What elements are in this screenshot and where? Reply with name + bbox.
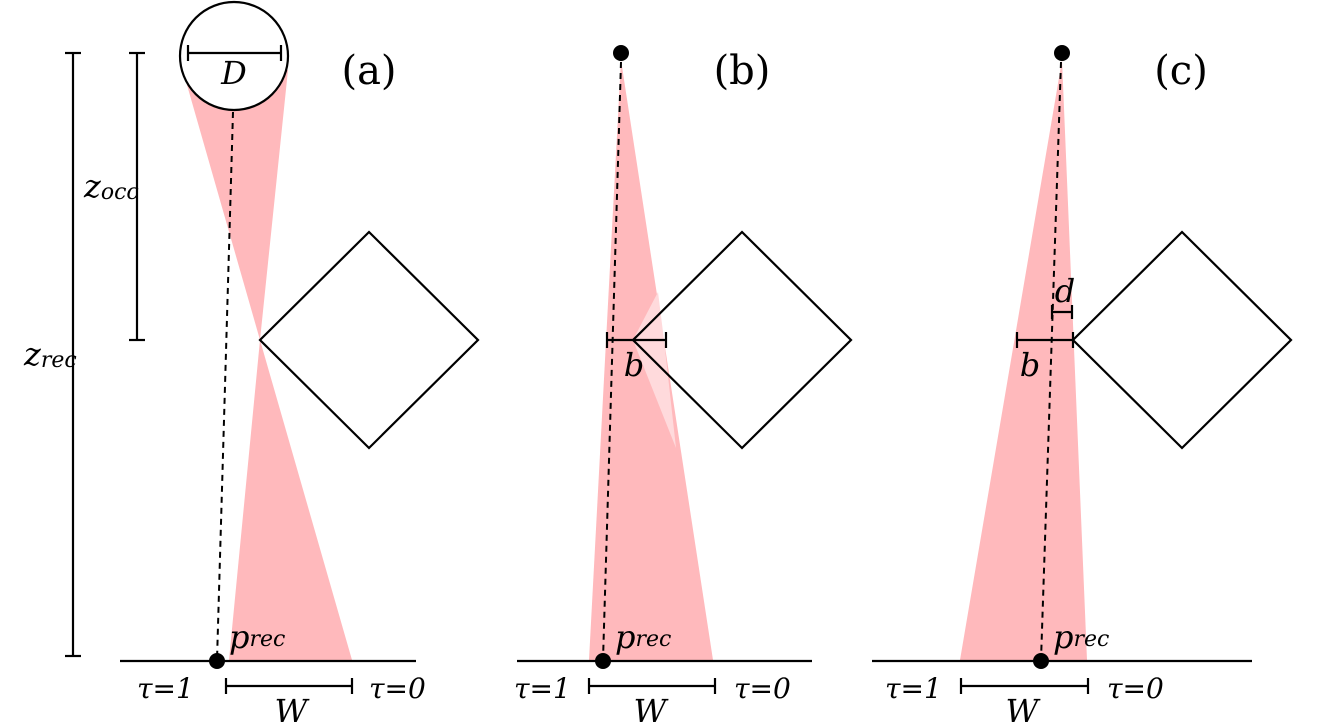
blocker-width-bar: [1015, 332, 1075, 348]
point-light-source: [613, 45, 629, 61]
tau-0-label: τ=0: [1107, 672, 1164, 705]
panel-label: (a): [341, 48, 396, 94]
panel-a: D prec τ=1 τ=0 W (a): [120, 0, 480, 728]
occluder: [1071, 230, 1293, 450]
receiver-point-label: prec: [615, 618, 671, 656]
occluder: [258, 230, 480, 450]
z-rec-dimension: [65, 51, 81, 658]
source-diameter-bar: [186, 45, 283, 61]
blocker-width-bar: [605, 332, 668, 348]
blocker-width-label: b: [1020, 346, 1040, 384]
width-bar: [224, 678, 354, 694]
occluder: [631, 230, 853, 450]
receiver-point: [1033, 653, 1049, 669]
tau-1-label: τ=1: [885, 672, 942, 705]
width-bar: [959, 678, 1090, 694]
width-label: W: [275, 692, 311, 728]
receiver-point: [595, 653, 611, 669]
panel-b: b prec τ=1 τ=0 W (b): [514, 45, 853, 728]
z-occ-label: zocc: [83, 167, 139, 205]
center-ray: [216, 111, 234, 661]
source-diameter-label: D: [220, 54, 247, 92]
receiver-point: [209, 653, 225, 669]
blocker-width-label: b: [624, 346, 644, 384]
width-bar: [587, 678, 717, 694]
width-label: W: [1006, 692, 1042, 728]
center-ray: [1040, 61, 1062, 661]
center-ray: [602, 61, 622, 661]
gap-distance-bar: [1050, 305, 1074, 319]
width-label: W: [634, 692, 670, 728]
panel-label: (b): [714, 48, 771, 94]
point-light-source: [1054, 45, 1070, 61]
panel-c: b d prec τ=1 τ=0 W (c): [872, 45, 1293, 728]
area-light-source: [178, 0, 290, 112]
lower-cone: [229, 340, 352, 660]
receiver-point-label: prec: [229, 618, 285, 656]
gap-distance-label: d: [1055, 272, 1075, 310]
tau-0-label: τ=0: [369, 672, 426, 705]
z-occ-dimension: [129, 51, 145, 342]
panel-label: (c): [1154, 48, 1208, 94]
occluded-region: [633, 292, 676, 448]
receiver-point-label: prec: [1053, 618, 1109, 656]
z-rec-label: zrec: [23, 335, 77, 373]
tau-0-label: τ=0: [734, 672, 791, 705]
tau-1-label: τ=1: [137, 672, 194, 705]
tau-1-label: τ=1: [514, 672, 571, 705]
upper-cone: [185, 70, 288, 340]
